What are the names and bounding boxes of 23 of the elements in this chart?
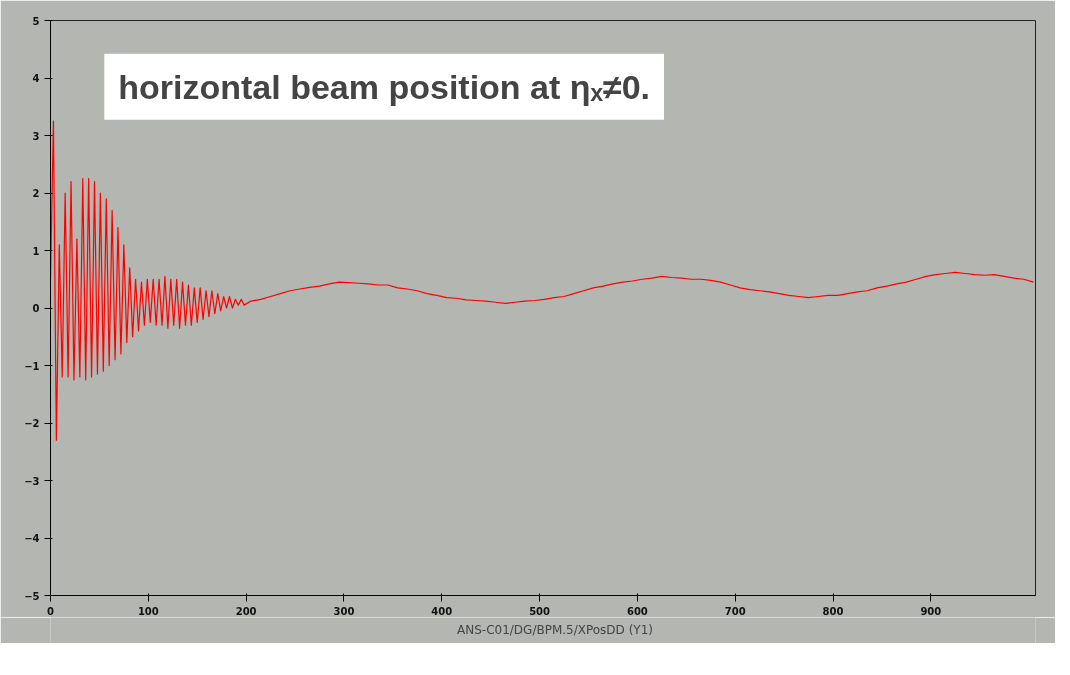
x-tick-label: 200 [235,605,257,617]
y-tick-label: −5 [24,590,40,602]
y-tick-label: −2 [24,418,40,429]
x-tick-label: 600 [626,605,648,617]
y-tick-label: 1 [32,245,40,257]
y-tick-label: 2 [32,188,40,199]
text: ANS-C01/DG/BPM.5/XPosDD (Y1) [457,623,653,637]
x-tick-label: 400 [431,605,453,617]
y-tick-label: −1 [24,360,40,372]
x-tick-label: 0 [47,605,55,617]
x-tick-label: 500 [529,605,551,617]
y-tick-label: 3 [32,130,40,142]
x-tick-label: 300 [333,605,355,617]
y-tick-label: −3 [24,475,40,487]
x-tick-label: 800 [822,605,844,617]
y-tick-label: 5 [32,15,40,27]
text: horizontal beam position at ηₓ≠0. [118,67,650,106]
x-tick-label: 700 [724,605,746,617]
y-tick-label: 0 [32,303,40,314]
x-tick-label: 900 [920,605,942,617]
x-tick-label: 100 [137,605,159,617]
y-tick-label: −4 [24,533,40,544]
y-tick-label: 4 [32,73,40,84]
